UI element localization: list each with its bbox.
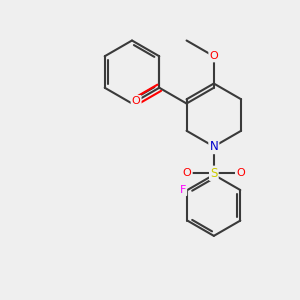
Text: F: F xyxy=(180,185,186,195)
Text: O: O xyxy=(183,168,192,178)
Text: O: O xyxy=(236,168,245,178)
Text: N: N xyxy=(209,140,218,153)
Text: O: O xyxy=(209,51,218,61)
Text: S: S xyxy=(210,167,218,180)
Text: O: O xyxy=(132,96,140,106)
